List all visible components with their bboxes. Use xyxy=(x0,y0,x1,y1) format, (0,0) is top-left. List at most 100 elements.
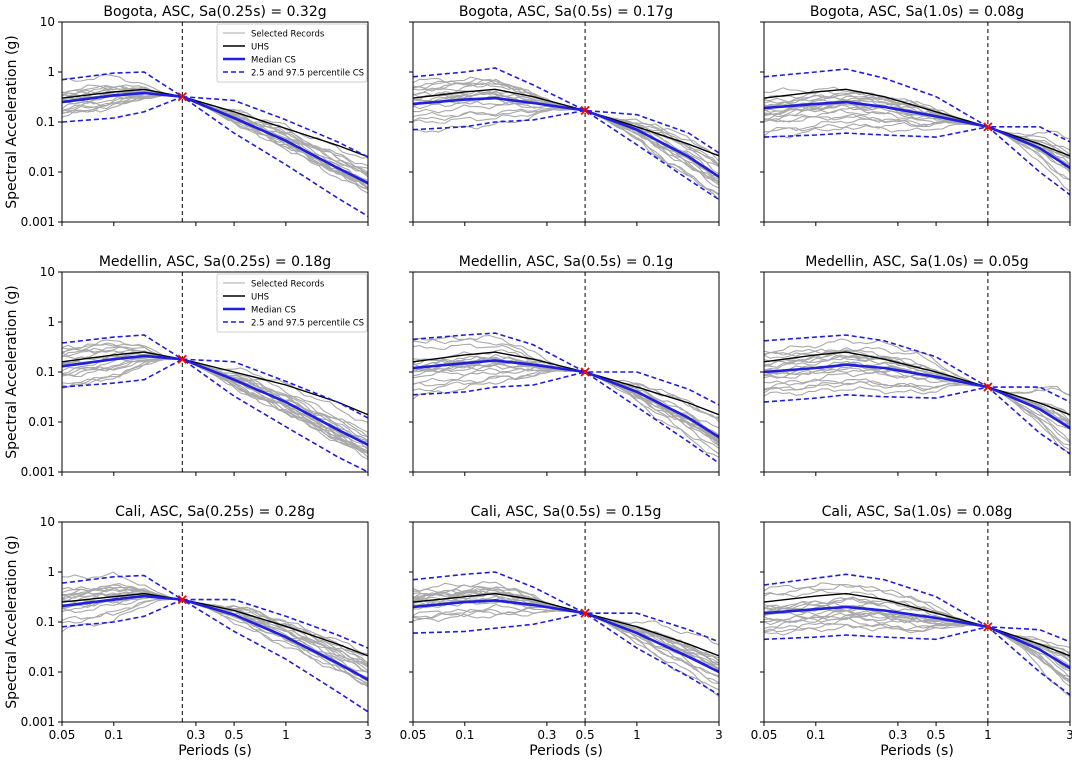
percentile-2-5-line xyxy=(764,625,1070,696)
x-tick-label: 0.3 xyxy=(888,728,907,742)
x-axis-label: Periods (s) xyxy=(880,743,954,759)
legend-median-label: Median CS xyxy=(251,306,296,316)
selected-record-line xyxy=(764,612,1070,659)
panel-title: Medellin, ASC, Sa(0.25s) = 0.18g xyxy=(99,254,331,270)
selected-record-line xyxy=(62,343,368,433)
selected-record-line xyxy=(764,86,1070,173)
y-tick-label: 0.1 xyxy=(36,615,55,629)
percentile-2-5-line xyxy=(413,109,719,201)
x-axis-label: Periods (s) xyxy=(529,743,603,759)
selected-record-line xyxy=(413,78,719,166)
y-axis-label: Spectral Acceleration (g) xyxy=(4,35,20,209)
y-tick-label: 10 xyxy=(40,515,55,529)
percentile-2-5-line xyxy=(62,598,368,713)
legend-percentile-label: 2.5 and 97.5 percentile CS xyxy=(251,319,364,329)
panel-9: Cali, ASC, Sa(1.0s) = 0.08g 0.05 0.1 0.3 0.5… xyxy=(751,504,1072,759)
percentile-97-5-line xyxy=(62,334,368,419)
uhs-line xyxy=(413,351,719,416)
selected-record-line xyxy=(62,345,368,453)
selected-record-line xyxy=(62,85,368,189)
plot-area xyxy=(764,334,1070,455)
uhs-line xyxy=(62,592,368,657)
percentile-2-5-line xyxy=(764,386,1070,455)
uhs-line xyxy=(62,88,368,158)
axes-frame xyxy=(763,21,1071,223)
selected-record-line xyxy=(413,608,719,697)
y-tick-label: 10 xyxy=(40,15,55,29)
y-tick-label: 1 xyxy=(47,65,55,79)
axes-frame xyxy=(412,21,720,223)
median-cs-line xyxy=(413,599,719,674)
percentile-97-5-line xyxy=(62,574,368,649)
selected-record-line xyxy=(764,602,1070,663)
percentile-2-5-line xyxy=(764,125,1070,196)
x-tick-label: 0.05 xyxy=(400,728,427,742)
y-tick-label: 10 xyxy=(40,265,55,279)
panel-title: Cali, ASC, Sa(0.25s) = 0.28g xyxy=(115,504,315,520)
median-cs-line xyxy=(62,354,368,446)
percentile-2-5-line xyxy=(413,371,719,464)
selected-record-line xyxy=(764,378,1070,451)
target-marker xyxy=(983,622,993,632)
x-tick-label: 3 xyxy=(1066,728,1072,742)
plot-area xyxy=(764,573,1070,697)
uhs-line xyxy=(764,88,1070,157)
panel-6: Medellin, ASC, Sa(1.0s) = 0.05g xyxy=(760,254,1071,476)
panel-title: Medellin, ASC, Sa(0.5s) = 0.1g xyxy=(459,254,674,270)
target-marker xyxy=(177,354,187,364)
median-cs-line xyxy=(764,363,1070,430)
panel-title: Bogota, ASC, Sa(0.5s) = 0.17g xyxy=(459,4,673,20)
percentile-97-5-line xyxy=(413,67,719,154)
x-tick-label: 3 xyxy=(364,728,372,742)
selected-record-line xyxy=(764,347,1070,425)
axes-frame xyxy=(763,271,1071,473)
panel-title: Cali, ASC, Sa(0.5s) = 0.15g xyxy=(471,504,662,520)
y-tick-label: 0.001 xyxy=(21,215,55,229)
selected-record-line xyxy=(764,368,1070,442)
median-cs-line xyxy=(764,100,1070,170)
percentile-97-5-line xyxy=(764,68,1070,143)
selected-record-line xyxy=(62,94,368,167)
panel-7: Cali, ASC, Sa(0.25s) = 0.28g 0.001 0.01 0.1… xyxy=(4,504,372,759)
plot-area xyxy=(764,68,1070,196)
legend-median-label: Median CS xyxy=(251,56,296,66)
percentile-97-5-line xyxy=(764,573,1070,643)
percentile-2-5-line xyxy=(62,358,368,472)
x-tick-label: 0.05 xyxy=(49,728,76,742)
plot-area xyxy=(413,67,719,201)
selected-record-line xyxy=(764,384,1070,454)
x-tick-label: 0.1 xyxy=(455,728,474,742)
median-cs-line xyxy=(413,96,719,178)
x-tick-label: 0.05 xyxy=(751,728,778,742)
y-tick-label: 1 xyxy=(47,565,55,579)
target-marker xyxy=(983,122,993,132)
uhs-line xyxy=(413,88,719,157)
x-tick-label: 0.5 xyxy=(225,728,244,742)
x-axis-label: Periods (s) xyxy=(178,743,252,759)
selected-record-line xyxy=(764,121,1070,171)
legend-uhs-label: UHS xyxy=(251,43,269,53)
target-marker xyxy=(580,105,590,116)
selected-record-line xyxy=(413,108,719,195)
target-marker xyxy=(580,608,590,618)
uhs-line xyxy=(413,592,719,657)
median-cs-line xyxy=(62,91,368,185)
percentile-2-5-line xyxy=(413,612,719,696)
selected-record-line xyxy=(764,583,1070,648)
percentile-97-5-line xyxy=(413,571,719,643)
x-tick-label: 0.5 xyxy=(927,728,946,742)
percentile-97-5-line xyxy=(62,71,368,158)
legend-records-label: Selected Records xyxy=(251,280,325,290)
selected-record-line xyxy=(62,595,368,673)
median-cs-line xyxy=(764,605,1070,670)
percentile-97-5-line xyxy=(413,332,719,406)
axes-frame xyxy=(412,521,720,723)
median-cs-line xyxy=(62,594,368,681)
target-marker xyxy=(177,595,187,605)
x-tick-label: 1 xyxy=(282,728,290,742)
x-tick-label: 1 xyxy=(984,728,992,742)
x-tick-label: 0.1 xyxy=(806,728,825,742)
selected-record-line xyxy=(413,370,719,458)
y-tick-label: 0.1 xyxy=(36,115,55,129)
